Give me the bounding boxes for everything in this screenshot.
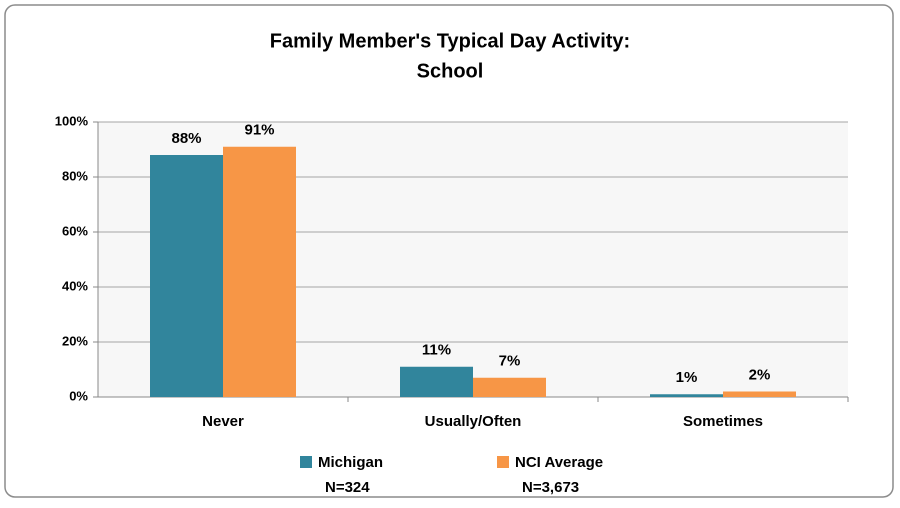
y-tick-label: 20%: [62, 333, 88, 348]
y-tick-label: 100%: [55, 113, 89, 128]
bar: [223, 146, 296, 397]
x-tick-label: Usually/Often: [425, 413, 522, 430]
y-tick-label: 80%: [62, 168, 88, 183]
x-tick-label: Never: [202, 413, 244, 430]
bar: [150, 155, 223, 397]
chart-title: Family Member's Typical Day Activity:: [270, 30, 630, 52]
value-label: 11%: [422, 342, 451, 359]
legend-swatch: [300, 456, 312, 468]
chart-subtitle: School: [417, 60, 484, 82]
value-label: 7%: [499, 353, 521, 370]
value-label: 91%: [244, 122, 274, 139]
bar: [650, 394, 723, 397]
y-tick-label: 40%: [62, 278, 88, 293]
legend-note: N=3,673: [522, 479, 579, 496]
value-label: 1%: [676, 369, 698, 386]
y-tick-label: 0%: [69, 388, 88, 403]
y-tick-label: 60%: [62, 223, 88, 238]
bar: [723, 391, 796, 397]
legend-swatch: [497, 456, 509, 468]
bar: [473, 377, 546, 397]
legend-label: Michigan: [318, 454, 383, 471]
x-tick-label: Sometimes: [683, 413, 763, 430]
value-label: 2%: [749, 366, 771, 383]
bar: [400, 366, 473, 397]
value-label: 88%: [171, 130, 201, 147]
legend-label: NCI Average: [515, 454, 603, 471]
legend-note: N=324: [325, 479, 370, 496]
